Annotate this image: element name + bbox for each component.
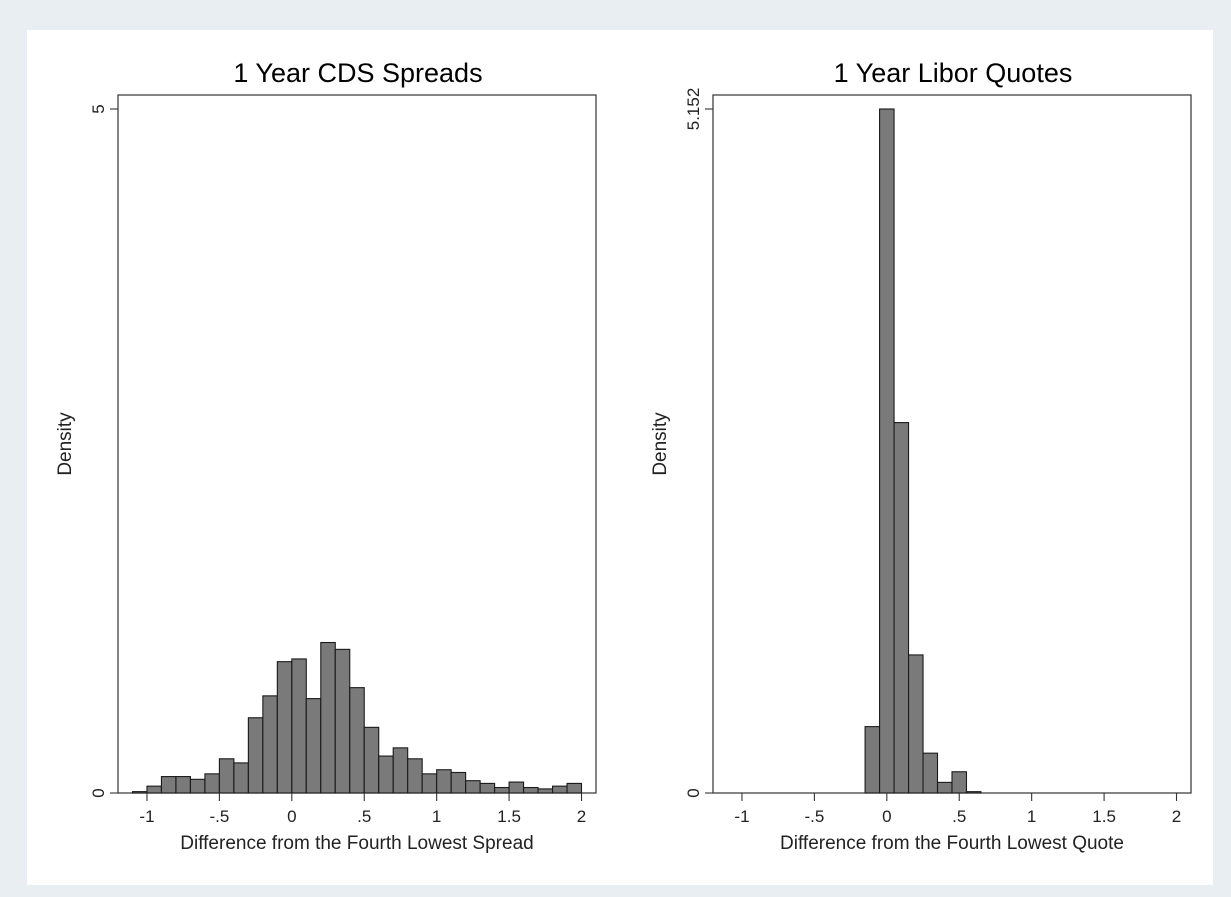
x-tick-label: 1 xyxy=(1027,807,1036,826)
histogram-bar xyxy=(566,782,583,794)
histogram-bar xyxy=(204,773,220,794)
x-tick-label: -.5 xyxy=(209,807,229,826)
histogram-bar xyxy=(363,726,380,794)
x-tick-label: -1 xyxy=(734,807,749,826)
y-tick-label: 5.152 xyxy=(684,88,703,131)
y-tick-label: 0 xyxy=(89,788,108,797)
histogram-bar xyxy=(421,773,438,794)
histogram-bar xyxy=(436,769,452,794)
histogram-bar xyxy=(523,786,539,794)
histogram-bar xyxy=(189,778,206,794)
histogram-bar xyxy=(160,776,177,794)
y-axis-label: Density xyxy=(650,412,671,476)
histogram-bar xyxy=(218,758,235,794)
x-tick-label: 0 xyxy=(882,807,891,826)
histogram-bar xyxy=(378,755,394,794)
x-tick-label: 2 xyxy=(1172,807,1181,826)
histogram-bar xyxy=(879,108,895,794)
histogram-bar xyxy=(305,698,322,794)
histogram-bar xyxy=(450,771,467,794)
cds-spreads-panel: 1 Year CDS Spreads -1 -.5 0.5 1 1.5 2 05 Diff… xyxy=(55,58,597,854)
histogram-bar xyxy=(175,776,191,794)
libor-quotes-panel: 1 Year Libor Quotes -1 -.5 0 .5 1 1.5 2 0 5.152… xyxy=(650,58,1192,854)
y-axis-ticks: 0 5.152 xyxy=(684,88,713,798)
histogram-bar xyxy=(262,695,278,794)
y-tick-label: 5 xyxy=(89,104,108,113)
x-axis-ticks: -1 -.5 0 .5 1 1.5 2 xyxy=(139,793,586,826)
histogram-bar xyxy=(965,791,982,794)
histogram-bar xyxy=(131,791,148,794)
y-tick-label: 0 xyxy=(684,788,703,797)
histogram-bar xyxy=(537,788,554,794)
histogram-bar xyxy=(146,785,163,794)
histogram-bar xyxy=(922,752,939,794)
histogram-bar xyxy=(392,747,409,794)
histogram-bar xyxy=(893,422,910,794)
histogram-bar xyxy=(349,687,365,794)
x-tick-label: .5 xyxy=(357,807,371,826)
x-tick-label: 2 xyxy=(577,807,586,826)
plot-area xyxy=(117,94,597,794)
bars xyxy=(131,641,583,794)
histogram-bar xyxy=(864,726,881,794)
histogram-bar xyxy=(407,758,423,794)
histogram-bar xyxy=(334,648,351,794)
histogram-bar xyxy=(291,658,307,794)
histogram-bar xyxy=(494,786,510,794)
histogram-bar xyxy=(907,654,924,794)
x-axis-label: Difference from the Fourth Lowest Quote xyxy=(780,833,1124,854)
x-tick-label: 1 xyxy=(432,807,441,826)
x-axis-label: Difference from the Fourth Lowest Spread xyxy=(180,833,533,854)
histogram-bar xyxy=(479,782,496,794)
histogram-bar xyxy=(276,661,293,794)
bars xyxy=(864,108,982,794)
histogram-bar xyxy=(233,762,249,794)
x-tick-label: 0 xyxy=(287,807,296,826)
x-tick-label: 1.5 xyxy=(497,807,521,826)
histogram-bar xyxy=(951,771,968,794)
x-tick-label: -.5 xyxy=(804,807,824,826)
histogram-bar xyxy=(247,717,264,794)
chart-title: 1 Year CDS Spreads xyxy=(233,58,482,88)
histogram-bar xyxy=(465,780,481,794)
x-tick-label: 1.5 xyxy=(1092,807,1116,826)
x-axis-ticks: -1 -.5 0 .5 1 1.5 2 xyxy=(734,793,1181,826)
x-tick-label: .5 xyxy=(952,807,966,826)
plot-area xyxy=(712,94,1192,794)
x-tick-label: -1 xyxy=(139,807,154,826)
chart-title: 1 Year Libor Quotes xyxy=(834,58,1073,88)
y-axis-ticks: 05 xyxy=(89,104,118,798)
histogram-bar xyxy=(551,785,568,794)
histogram-bar xyxy=(936,781,953,794)
histogram-bar xyxy=(320,641,336,794)
histogram-bar xyxy=(508,781,525,794)
y-axis-label: Density xyxy=(55,412,76,476)
